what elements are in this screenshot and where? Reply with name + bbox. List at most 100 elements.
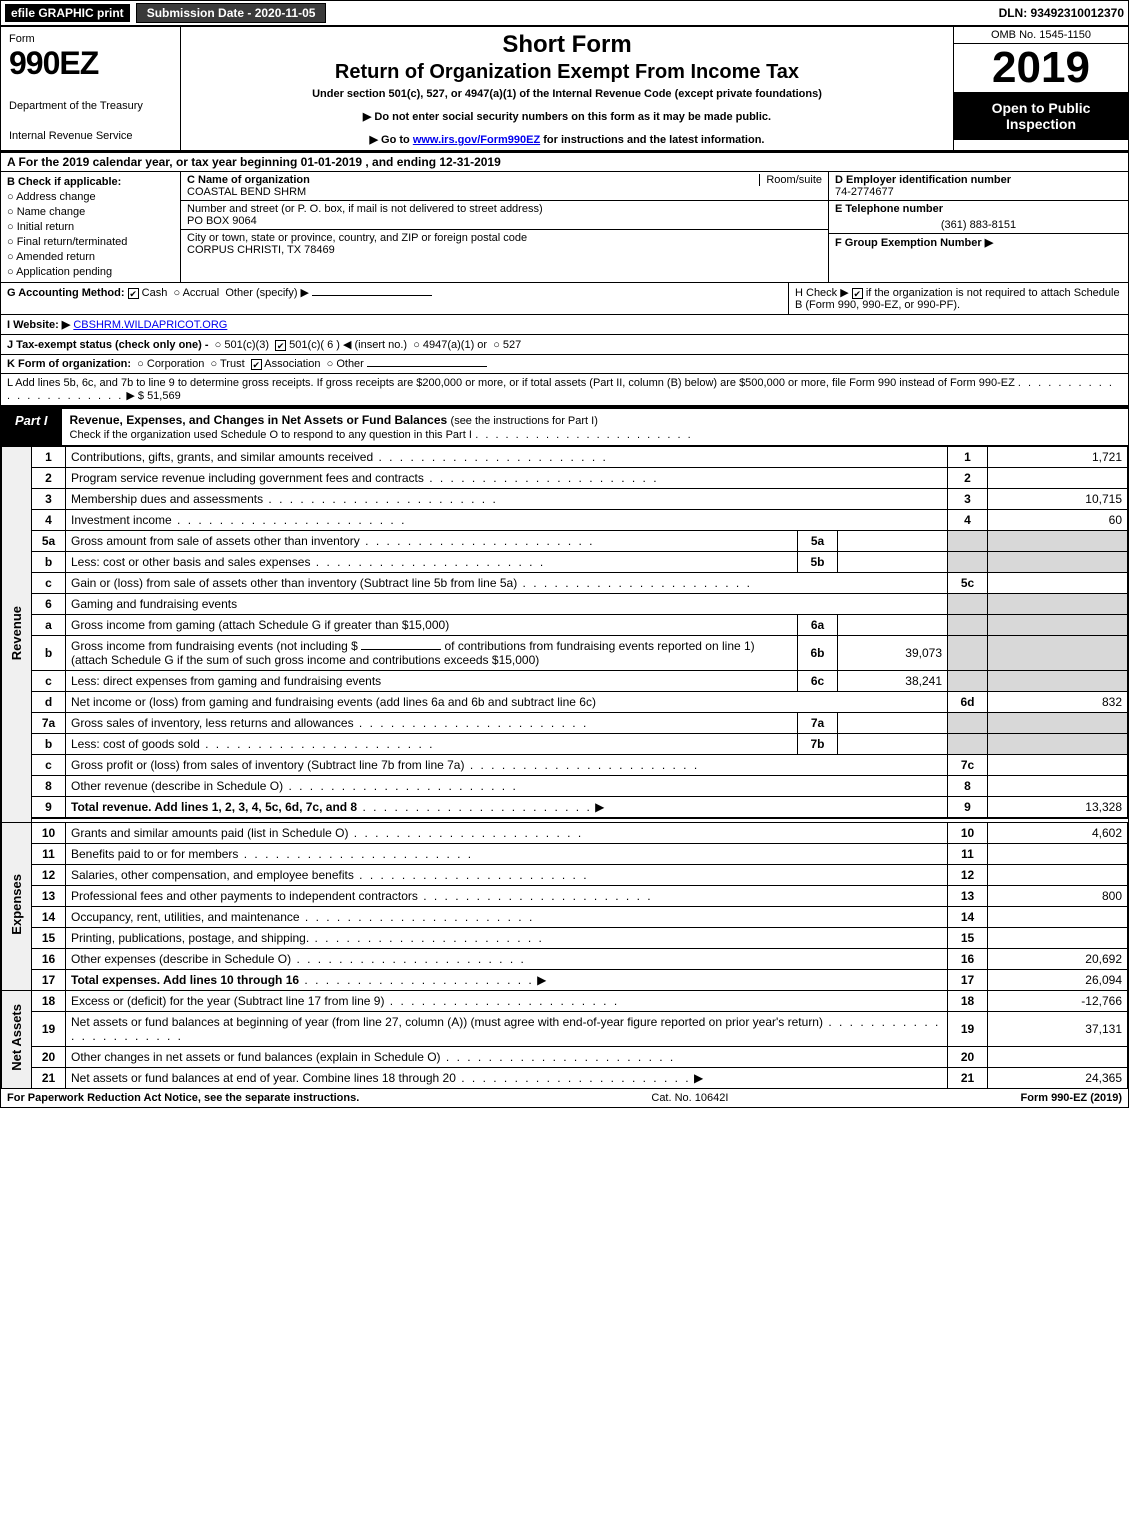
- l5a-boxn: 5a: [798, 531, 838, 552]
- G-cash-checkbox[interactable]: [128, 288, 139, 299]
- website-link[interactable]: CBSHRM.WILDAPRICOT.ORG: [73, 319, 227, 331]
- org-city: CORPUS CHRISTI, TX 78469: [187, 244, 335, 256]
- J-opt-527[interactable]: 527: [493, 339, 521, 351]
- K-opt-corp[interactable]: Corporation: [137, 358, 204, 370]
- B-opt-pending[interactable]: Application pending: [7, 266, 174, 278]
- l12-n: 12: [32, 864, 66, 885]
- l14-desc: Occupancy, rent, utilities, and maintena…: [71, 910, 534, 924]
- line-6d: d Net income or (loss) from gaming and f…: [2, 692, 1128, 713]
- l6d-desc: Net income or (loss) from gaming and fun…: [71, 695, 596, 709]
- B-opt-final-return[interactable]: Final return/terminated: [7, 236, 174, 248]
- irs-link[interactable]: www.irs.gov/Form990EZ: [413, 134, 540, 146]
- line-6c: c Less: direct expenses from gaming and …: [2, 671, 1128, 692]
- E-label: E Telephone number: [835, 203, 943, 215]
- part-I-tab: Part I: [1, 409, 62, 445]
- line-21: 21 Net assets or fund balances at end of…: [2, 1067, 1128, 1088]
- l1-val: 1,721: [988, 447, 1128, 468]
- l10-n: 10: [32, 822, 66, 843]
- J-opt-4947[interactable]: 4947(a)(1) or: [413, 339, 487, 351]
- J-opt-501c6-checkbox[interactable]: [275, 340, 286, 351]
- revenue-vlabel: Revenue: [7, 598, 26, 668]
- l11-n: 11: [32, 843, 66, 864]
- section-DEF: D Employer identification number 74-2774…: [828, 172, 1128, 282]
- K-opt-assoc-checkbox[interactable]: [251, 359, 262, 370]
- B-opt-name-change[interactable]: Name change: [7, 206, 174, 218]
- l19-n: 19: [32, 1011, 66, 1046]
- l3-desc: Membership dues and assessments: [71, 492, 498, 506]
- topbar: efile GRAPHIC print Submission Date - 20…: [1, 1, 1128, 27]
- l8-val: [988, 776, 1128, 797]
- B-opt-address-change[interactable]: Address change: [7, 191, 174, 203]
- l13-coln: 13: [948, 885, 988, 906]
- G-accrual[interactable]: Accrual: [173, 287, 219, 299]
- l5c-coln: 5c: [948, 573, 988, 594]
- l16-val: 20,692: [988, 948, 1128, 969]
- section-I: I Website: ▶ CBSHRM.WILDAPRICOT.ORG: [1, 315, 1128, 335]
- C-addr-label: Number and street (or P. O. box, if mail…: [187, 203, 543, 215]
- line-2: 2 Program service revenue including gove…: [2, 468, 1128, 489]
- line-19: 19 Net assets or fund balances at beginn…: [2, 1011, 1128, 1046]
- l20-val: [988, 1046, 1128, 1067]
- K-opt-trust[interactable]: Trust: [210, 358, 244, 370]
- l2-desc: Program service revenue including govern…: [71, 471, 659, 485]
- org-address: PO BOX 9064: [187, 215, 257, 227]
- l5a-desc: Gross amount from sale of assets other t…: [71, 534, 595, 548]
- l8-coln: 8: [948, 776, 988, 797]
- C-room-label: Room/suite: [759, 174, 822, 186]
- L-value: 51,569: [147, 390, 181, 402]
- line-7a: 7a Gross sales of inventory, less return…: [2, 713, 1128, 734]
- C-city-label: City or town, state or province, country…: [187, 232, 527, 244]
- part-I-title: Revenue, Expenses, and Changes in Net As…: [70, 413, 448, 427]
- B-opt-initial-return[interactable]: Initial return: [7, 221, 174, 233]
- part-I-header: Part I Revenue, Expenses, and Changes in…: [1, 407, 1128, 446]
- l18-desc: Excess or (deficit) for the year (Subtra…: [71, 994, 619, 1008]
- page-footer: For Paperwork Reduction Act Notice, see …: [1, 1089, 1128, 1107]
- netassets-vlabel: Net Assets: [7, 996, 26, 1079]
- l4-desc: Investment income: [71, 513, 406, 527]
- dept-irs: Internal Revenue Service: [9, 130, 172, 142]
- l6d-coln: 6d: [948, 692, 988, 713]
- l5a-boxv: [838, 531, 948, 552]
- l7a-boxn: 7a: [798, 713, 838, 734]
- section-J: J Tax-exempt status (check only one) - 5…: [1, 335, 1128, 355]
- l9-arrow: ▶: [595, 800, 604, 814]
- line-5a: 5a Gross amount from sale of assets othe…: [2, 531, 1128, 552]
- l21-n: 21: [32, 1067, 66, 1088]
- l18-coln: 18: [948, 990, 988, 1011]
- D-label: D Employer identification number: [835, 174, 1011, 186]
- l4-n: 4: [32, 510, 66, 531]
- telephone-value: (361) 883-8151: [835, 215, 1122, 231]
- l6a-boxv: [838, 615, 948, 636]
- l5c-n: c: [32, 573, 66, 594]
- line-9: 9 Total revenue. Add lines 1, 2, 3, 4, 5…: [2, 797, 1128, 819]
- part-I-table: Revenue 1 Contributions, gifts, grants, …: [1, 446, 1128, 1089]
- l3-n: 3: [32, 489, 66, 510]
- l16-n: 16: [32, 948, 66, 969]
- omb-number: OMB No. 1545-1150: [954, 27, 1128, 44]
- H-checkbox[interactable]: [852, 288, 863, 299]
- l5c-val: [988, 573, 1128, 594]
- l9-n: 9: [32, 797, 66, 819]
- tax-year: 2019: [954, 44, 1128, 92]
- l15-desc: Printing, publications, postage, and shi…: [71, 931, 544, 945]
- l17-coln: 17: [948, 969, 988, 990]
- l2-coln: 2: [948, 468, 988, 489]
- l6b-n: b: [32, 636, 66, 671]
- l13-desc: Professional fees and other payments to …: [71, 889, 653, 903]
- part-I-check-text: Check if the organization used Schedule …: [70, 429, 472, 441]
- section-B: B Check if applicable: Address change Na…: [1, 172, 181, 282]
- l6c-desc: Less: direct expenses from gaming and fu…: [71, 674, 381, 688]
- l5b-n: b: [32, 552, 66, 573]
- form-header: Form 990EZ Department of the Treasury In…: [1, 27, 1128, 153]
- efile-badge[interactable]: efile GRAPHIC print: [5, 4, 130, 22]
- K-opt-other[interactable]: Other: [327, 358, 364, 370]
- l6-n: 6: [32, 594, 66, 615]
- line-13: 13 Professional fees and other payments …: [2, 885, 1128, 906]
- line-4: 4 Investment income 4 60: [2, 510, 1128, 531]
- K-label: K Form of organization:: [7, 358, 131, 370]
- l17-val: 26,094: [988, 969, 1128, 990]
- l6a-desc: Gross income from gaming (attach Schedul…: [71, 618, 449, 632]
- l11-desc: Benefits paid to or for members: [71, 847, 473, 861]
- J-opt-501c3[interactable]: 501(c)(3): [215, 339, 269, 351]
- B-opt-amended[interactable]: Amended return: [7, 251, 174, 263]
